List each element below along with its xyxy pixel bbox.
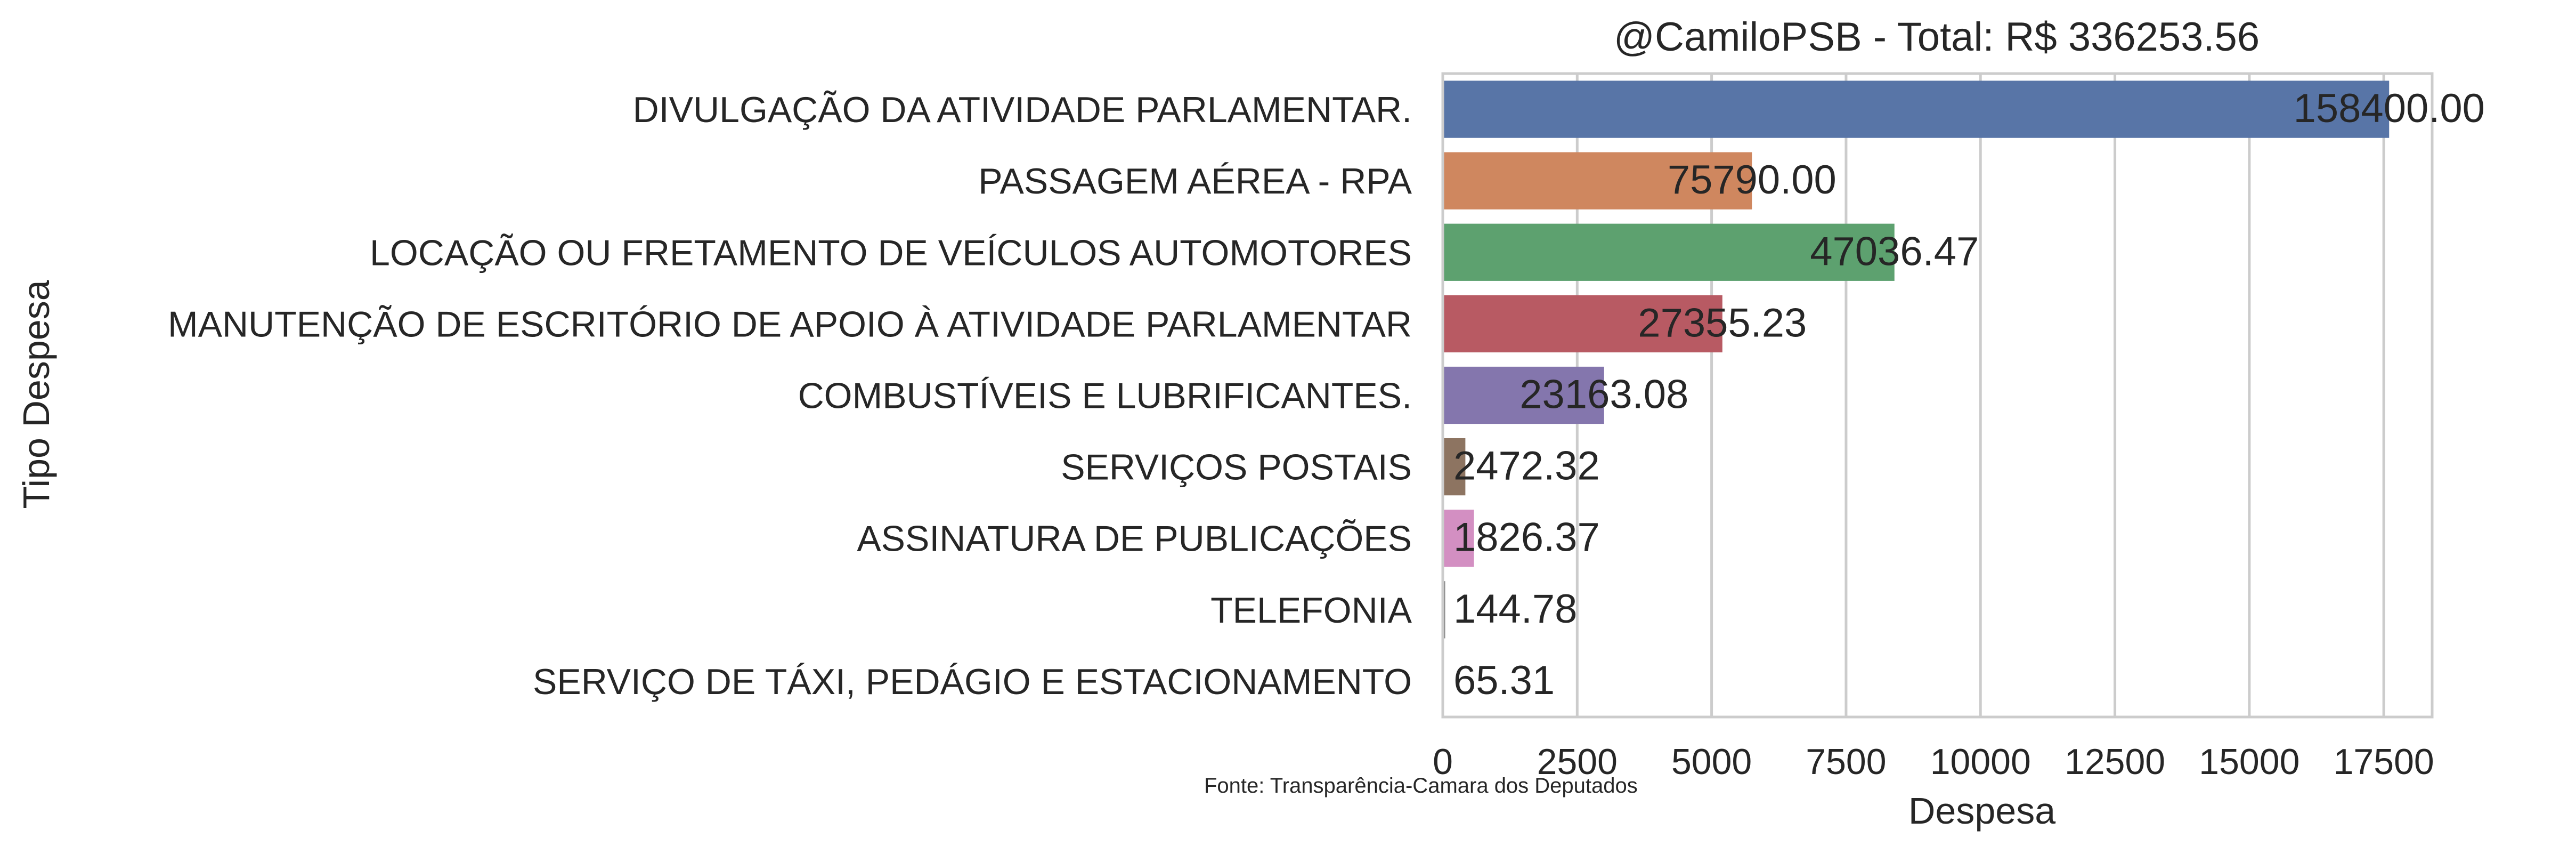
bars — [1443, 80, 2390, 710]
category-label: TELEFONIA — [1210, 590, 1412, 631]
bar — [1443, 366, 1604, 424]
source-note: Fonte: Transparência-Camara dos Deputado… — [1204, 774, 1638, 797]
category-label: DIVULGAÇÃO DA ATIVIDADE PARLAMENTAR. — [633, 90, 1412, 130]
category-label: PASSAGEM AÉREA - RPA — [978, 161, 1412, 202]
category-label: MANUTENÇÃO DE ESCRITÓRIO DE APOIO À ATIV… — [168, 304, 1412, 344]
x-tick-label: 0 — [1433, 742, 1453, 782]
y-tick-labels: DIVULGAÇÃO DA ATIVIDADE PARLAMENTAR. PASS… — [168, 90, 1412, 702]
category-label: LOCAÇÃO OU FRETAMENTO DE VEÍCULOS AUTOMO… — [370, 232, 1412, 273]
y-axis-label: Tipo Despesa — [15, 280, 57, 509]
category-label: COMBUSTÍVEIS E LUBRIFICANTES. — [798, 376, 1412, 416]
data-label: 1826.37 — [1453, 515, 1600, 560]
data-label: 144.78 — [1453, 586, 1577, 632]
x-tick-label: 17500 — [2334, 742, 2434, 782]
data-label: 23163.08 — [1519, 372, 1688, 417]
x-tick-label: 12500 — [2065, 742, 2165, 782]
bar — [1443, 223, 1895, 281]
data-label: 158400.00 — [2294, 86, 2485, 131]
data-label: 47036.47 — [1810, 229, 1979, 274]
data-label: 27355.23 — [1638, 300, 1807, 345]
bar — [1443, 152, 1752, 210]
data-label: 2472.32 — [1453, 444, 1600, 489]
chart-title: @CamiloPSB - Total: R$ 336253.56 — [1614, 14, 2260, 60]
x-tick-labels: 0 2500 5000 7500 10000 12500 15000 17500 — [1433, 742, 2434, 782]
data-label: 65.31 — [1453, 658, 1555, 703]
bar — [1443, 295, 1722, 353]
category-label: SERVIÇOS POSTAIS — [1061, 447, 1412, 488]
category-label: SERVIÇO DE TÁXI, PEDÁGIO E ESTACIONAMENT… — [533, 662, 1412, 702]
x-tick-label: 2500 — [1537, 742, 1618, 782]
bar — [1443, 438, 1466, 496]
x-tick-label: 5000 — [1671, 742, 1752, 782]
x-tick-label: 7500 — [1806, 742, 1886, 782]
category-label: ASSINATURA DE PUBLICAÇÕES — [857, 519, 1412, 559]
bar — [1443, 510, 1474, 567]
x-tick-label: 10000 — [1930, 742, 2031, 782]
plot-area-border — [1441, 72, 2434, 719]
x-tick-label: 15000 — [2199, 742, 2299, 782]
bar — [1443, 80, 2390, 138]
x-axis-label: Despesa — [1908, 790, 2055, 832]
data-label: 75790.00 — [1668, 157, 1836, 203]
